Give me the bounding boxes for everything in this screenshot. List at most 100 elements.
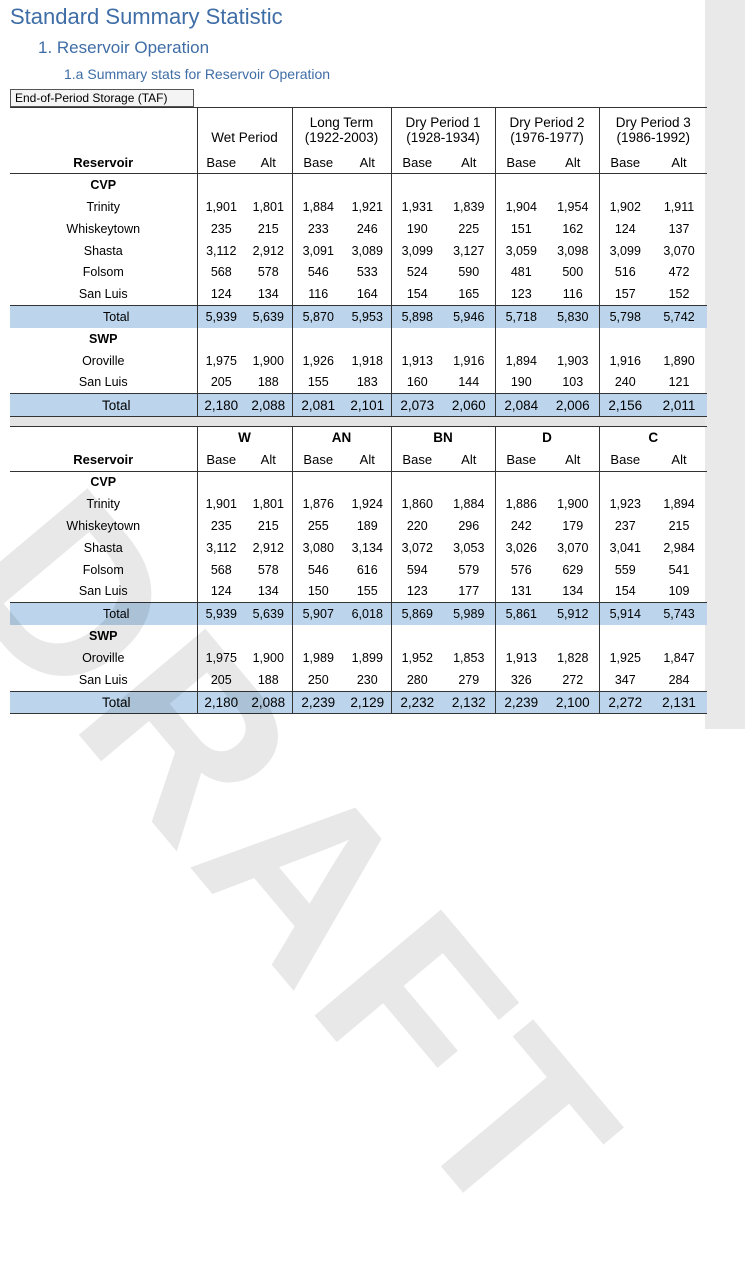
value-cell: 162 [562, 221, 584, 236]
table-row: Trinity 1,901 1,801 1,876 1,924 1,860 1,884 1,8… [10, 493, 707, 516]
empty-cell [196, 471, 245, 494]
total-value: 2,100 [547, 690, 599, 715]
reservoir-name: San Luis [78, 672, 128, 687]
value-cell: 578 [257, 562, 279, 577]
value-cell: 1,876 [291, 493, 344, 516]
value-cell: 296 [458, 519, 480, 534]
value-cell: 237 [598, 515, 651, 537]
total-value: 5,870 [291, 305, 344, 328]
value-cell: 190 [494, 371, 547, 394]
value-cell: 116 [562, 287, 583, 302]
value-cell: 516 [598, 261, 651, 284]
period-header-line2: Wet Period [196, 129, 292, 152]
value-cell: 225 [458, 221, 480, 236]
reservoir-name: Trinity [86, 200, 121, 215]
empty-cell [390, 625, 443, 647]
empty-cell [547, 174, 599, 196]
value-cell: 215 [257, 221, 279, 236]
group-label-cvp: CVP [90, 178, 117, 193]
value-cell: 205 [196, 371, 245, 394]
total-label: Total [10, 690, 197, 715]
total-value: 5,939 [196, 602, 245, 626]
value-cell: 1,926 [291, 349, 344, 372]
reservoir-name: Shasta [83, 243, 123, 258]
value-cell: 235 [196, 515, 245, 537]
total-label: Total [10, 393, 197, 418]
value-cell: 116 [291, 283, 344, 306]
base-header: Base [494, 151, 547, 175]
value-cell: 576 [494, 558, 547, 581]
value-cell: 137 [668, 221, 690, 236]
value-cell: 134 [257, 287, 279, 302]
value-cell: 1,952 [390, 646, 443, 669]
value-cell: 1,828 [557, 650, 589, 665]
value-cell: 188 [257, 672, 279, 687]
value-cell: 1,975 [196, 646, 245, 669]
value-cell: 1,900 [252, 353, 284, 368]
total-value: 5,718 [494, 305, 547, 328]
empty-cell [443, 328, 495, 350]
blank-header [10, 425, 197, 449]
value-cell: 1,860 [390, 493, 443, 516]
base-header: Base [390, 448, 443, 472]
empty-cell [390, 173, 443, 197]
value-cell: 1,899 [351, 650, 383, 665]
value-cell: 131 [494, 580, 547, 603]
table-row: Folsom 568 578 546 533 524 590 481 500 516 472 [10, 261, 707, 284]
base-header: Base [291, 151, 344, 175]
value-cell: 124 [196, 580, 245, 603]
value-cell: 123 [390, 580, 443, 603]
value-cell: 3,091 [291, 239, 344, 262]
empty-cell [196, 625, 245, 647]
empty-cell [651, 471, 707, 493]
value-cell: 235 [196, 217, 245, 240]
alt-header: Alt [547, 448, 599, 472]
value-cell: 578 [257, 265, 279, 280]
base-header: Base [196, 151, 245, 175]
total-value: 5,898 [390, 305, 443, 328]
base-header: Base [598, 151, 651, 175]
empty-cell [494, 625, 547, 647]
total-value: 2,006 [547, 393, 599, 418]
table-caption: End-of-Period Storage (TAF) [10, 89, 194, 107]
table-row: Oroville 1,975 1,900 1,989 1,899 1,952 1,853 1,… [10, 646, 707, 669]
table-row: Oroville 1,975 1,900 1,926 1,918 1,913 1,916 1,… [10, 349, 707, 372]
total-label: Total [10, 602, 197, 626]
value-cell: 165 [458, 287, 480, 302]
base-header: Base [494, 448, 547, 472]
value-cell: 590 [458, 265, 480, 280]
value-cell: 500 [562, 265, 584, 280]
empty-cell [245, 174, 292, 196]
blank-header [10, 130, 197, 152]
year-type-header: BN [390, 425, 495, 449]
value-cell: 1,911 [663, 200, 695, 215]
alt-header: Alt [651, 151, 707, 175]
value-cell: 1,839 [453, 200, 485, 215]
value-cell: 3,070 [663, 243, 695, 258]
empty-cell [344, 471, 391, 493]
empty-cell [651, 328, 707, 350]
empty-cell [443, 174, 495, 196]
total-row-swp: Total 2,180 2,088 2,081 2,101 2,073 2,060 2,084… [10, 393, 707, 418]
value-cell: 3,112 [196, 239, 245, 262]
page-title: Standard Summary Statistic [10, 4, 283, 29]
value-cell: 1,853 [453, 650, 485, 665]
value-cell: 109 [668, 584, 690, 599]
empty-cell [547, 471, 599, 493]
value-cell: 1,921 [351, 200, 383, 215]
total-value: 2,073 [390, 393, 443, 418]
alt-header: Alt [443, 151, 495, 175]
reservoir-name: San Luis [78, 287, 128, 302]
total-value: 2,239 [494, 690, 547, 715]
value-cell: 1,925 [598, 646, 651, 669]
value-cell: 3,080 [291, 536, 344, 559]
value-cell: 3,127 [453, 243, 485, 258]
value-cell: 3,059 [494, 239, 547, 262]
blank-header [10, 106, 197, 130]
total-value: 5,907 [291, 602, 344, 626]
value-cell: 568 [196, 558, 245, 581]
total-row-cvp: Total 5,939 5,639 5,870 5,953 5,898 5,946 5,718… [10, 305, 707, 328]
value-cell: 3,099 [598, 239, 651, 262]
total-value: 2,132 [443, 690, 495, 715]
total-value: 5,953 [344, 305, 391, 328]
